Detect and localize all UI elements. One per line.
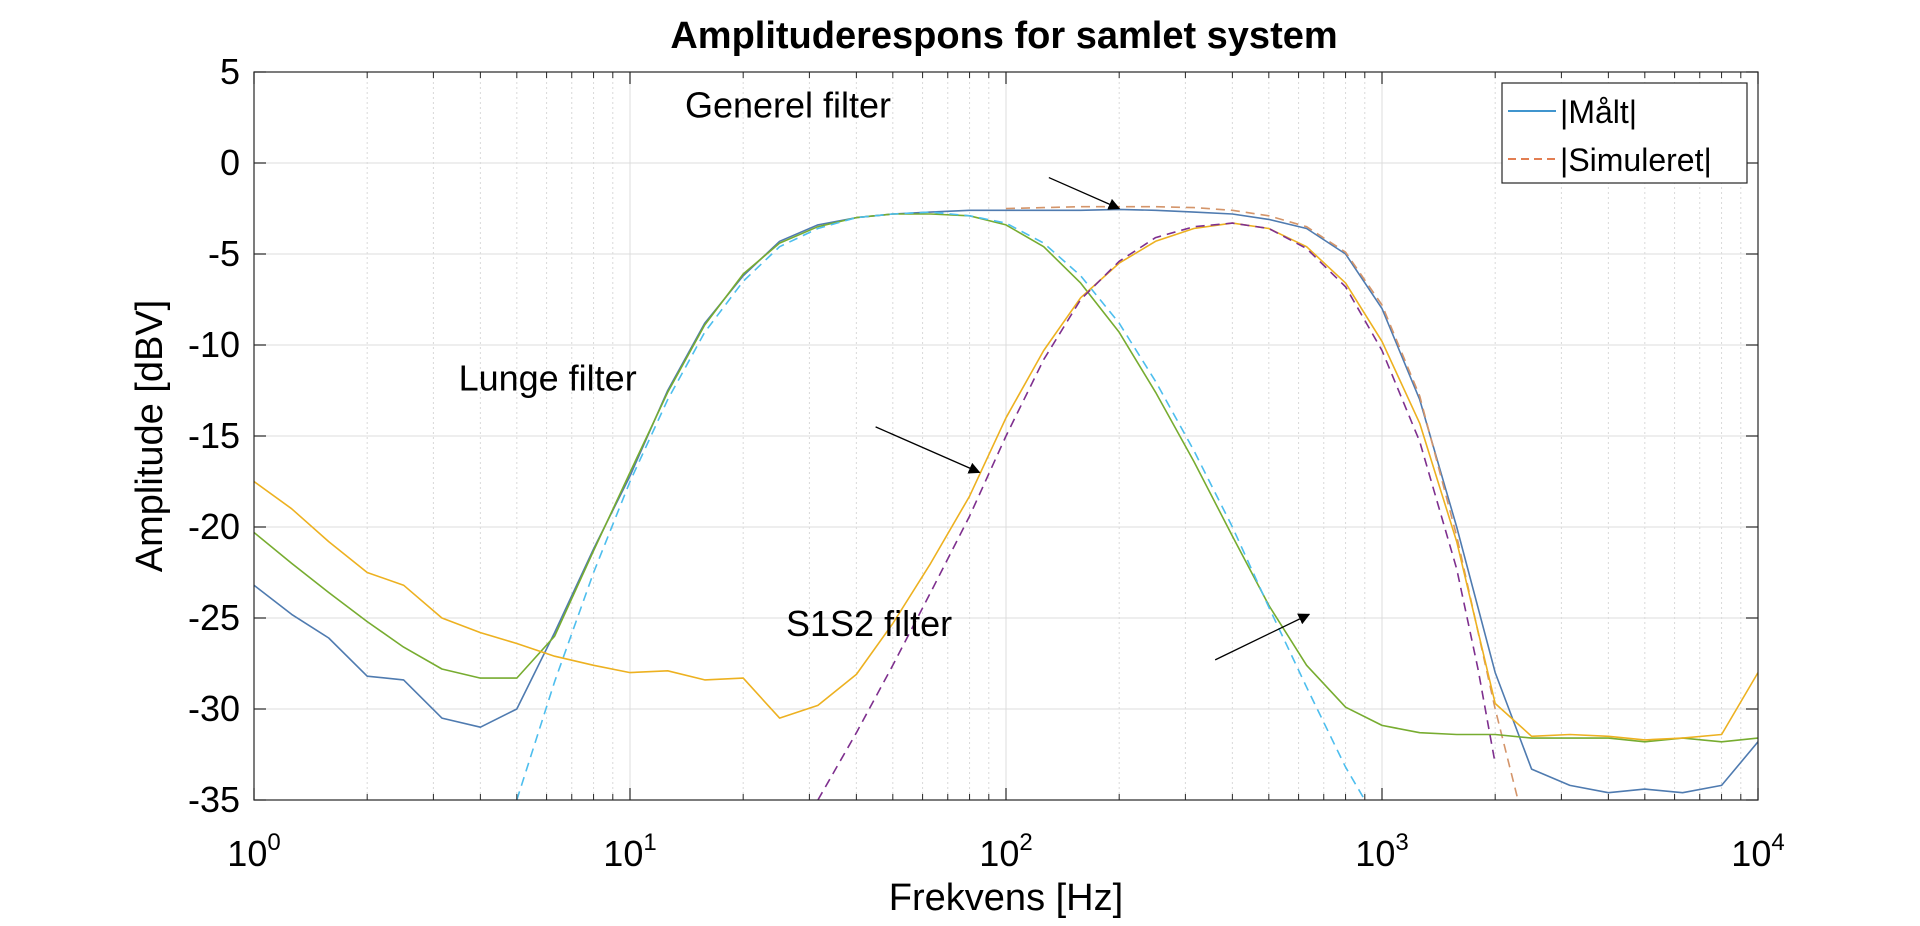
legend-box (1501, 82, 1748, 184)
plot-area (253, 71, 1759, 801)
annotations: Generel filter Lunge filter S1S2 filter (459, 85, 1311, 661)
annotation-arrow (1214, 613, 1311, 661)
annotation-label: Generel filter (685, 85, 891, 126)
y-tick-label: -25 (188, 597, 240, 638)
x-tick-labels: 100 101 102 103 104 (227, 829, 1784, 874)
annotation-arrow (875, 426, 981, 474)
x-tick-label: 100 (227, 829, 280, 874)
y-tick-label: -10 (188, 324, 240, 365)
x-tick-label: 103 (1355, 829, 1408, 874)
y-tick-label: -30 (188, 688, 240, 729)
annotation-label: Lunge filter (459, 358, 637, 399)
annotation-label: S1S2 filter (786, 603, 952, 644)
y-tick-labels: 5 0 -5 -10 -15 -20 -25 -30 -35 (188, 51, 240, 820)
x-tick-label: 104 (1731, 829, 1784, 874)
legend: |Målt| |Simuleret| (1501, 82, 1748, 184)
series-generel-measured (254, 208, 1758, 794)
y-axis-label: Amplitude [dBV] (129, 300, 171, 572)
y-tick-label: -5 (208, 233, 240, 274)
annotation-arrow (1048, 176, 1121, 210)
series-lunge-simulated (817, 222, 1496, 800)
y-tick-label: 0 (220, 142, 240, 183)
y-tick-label: -15 (188, 415, 240, 456)
series-s1s2-simulated (516, 211, 1366, 800)
series-generel-simulated (1005, 205, 1519, 800)
x-tick-label: 102 (979, 829, 1032, 874)
legend-label-measured: |Målt| (1560, 94, 1637, 130)
legend-label-simulated: |Simuleret| (1560, 142, 1712, 178)
series-layer (254, 205, 1758, 800)
x-axis-label: Frekvens [Hz] (889, 877, 1123, 919)
x-tick-label: 101 (603, 829, 656, 874)
y-tick-label: -20 (188, 506, 240, 547)
axis-ticks (253, 71, 1759, 801)
y-tick-label: 5 (220, 51, 240, 92)
chart-title: Amplituderespons for samlet system (670, 15, 1337, 57)
series-lunge-measured (254, 222, 1758, 741)
series-s1s2-measured (254, 213, 1758, 743)
y-tick-label: -35 (188, 779, 240, 820)
